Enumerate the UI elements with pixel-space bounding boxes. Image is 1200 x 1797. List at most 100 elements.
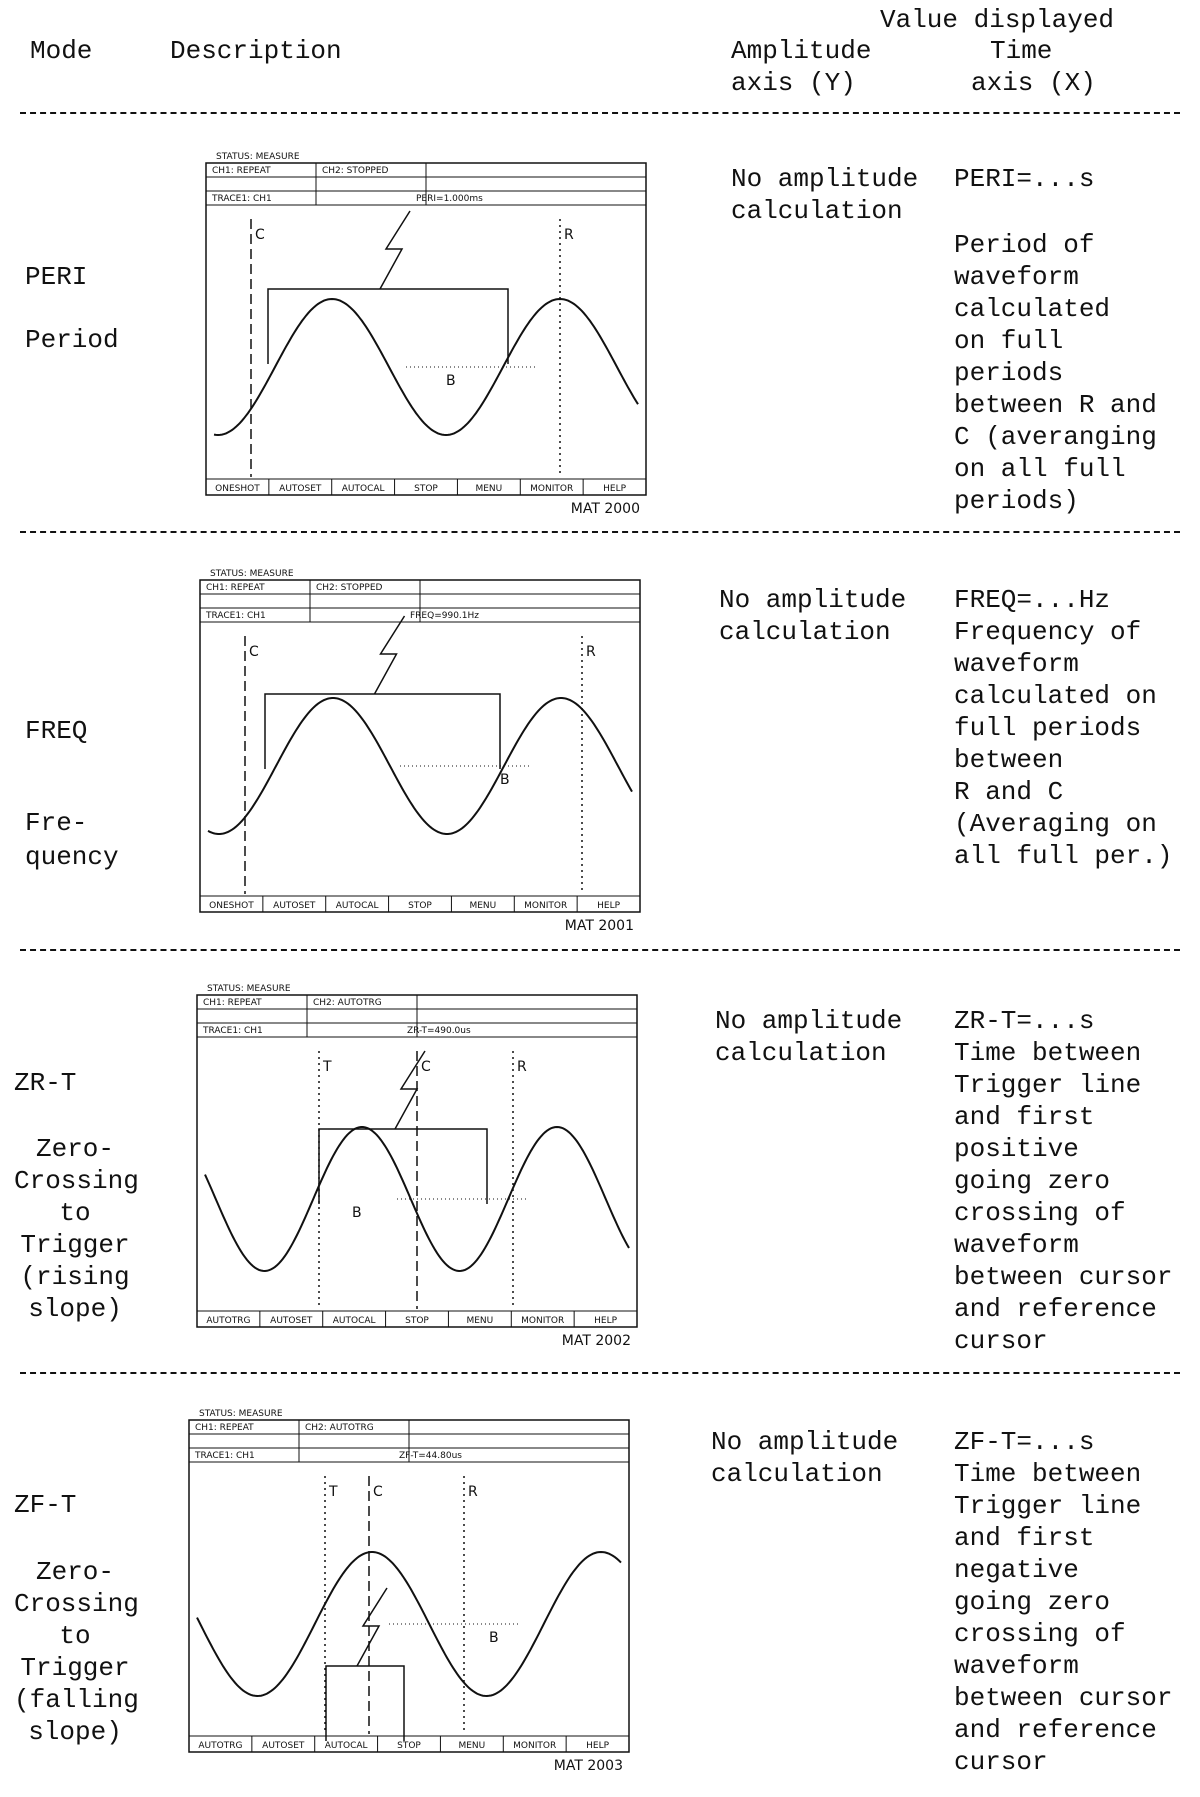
time-text: cursor (954, 1746, 1048, 1778)
mode-text: PERI (25, 261, 87, 293)
status-text: CH1: REPEAT (212, 166, 271, 176)
time-text: periods (954, 357, 1063, 389)
marker-label: B (500, 772, 510, 788)
softkey-label: MONITOR (530, 484, 573, 494)
mode-text: to (14, 1620, 136, 1652)
measure-bracket (326, 1666, 404, 1741)
time-text: Period of (954, 229, 1094, 261)
softkey-label: ONESHOT (209, 901, 254, 911)
screen-id: MAT 2003 (554, 1758, 623, 1774)
status-text: ZF-T=44.80us (399, 1451, 462, 1461)
separator (20, 531, 1180, 533)
status-text: PERI=1.000ms (416, 194, 483, 204)
time-text: PERI=...s (954, 163, 1094, 195)
softkey-label: AUTOCAL (336, 901, 379, 911)
mode-text: (falling (14, 1684, 136, 1716)
time-text: Trigger line (954, 1069, 1141, 1101)
time-text: between cursor (954, 1682, 1172, 1714)
time-text: ZR-T=...s (954, 1005, 1094, 1037)
header-value-displayed: Value displayed (880, 4, 1114, 36)
softkey-label: AUTOTRG (206, 1316, 250, 1326)
time-text: and reference (954, 1293, 1157, 1325)
status-text: CH2: STOPPED (316, 583, 383, 593)
screen-frame (200, 580, 640, 912)
softkey-label: AUTOSET (273, 901, 316, 911)
status-text: CH1: REPEAT (203, 998, 262, 1008)
time-text: Trigger line (954, 1490, 1141, 1522)
mode-text: (rising (14, 1261, 136, 1293)
softkey-label: STOP (414, 484, 438, 494)
time-text: between cursor (954, 1261, 1172, 1293)
status-text: TRACE1: CH1 (205, 611, 266, 621)
time-text: on all full (954, 453, 1126, 485)
mode-text: Crossing (14, 1588, 136, 1620)
screen-frame (206, 163, 646, 495)
mode-text: slope) (14, 1716, 136, 1748)
time-text: between R and (954, 389, 1157, 421)
status-text: TRACE1: CH1 (211, 194, 272, 204)
status-text: CH1: REPEAT (195, 1423, 254, 1433)
header-mode: Mode (30, 35, 92, 67)
softkey-label: MENU (458, 1741, 485, 1751)
amplitude-text: No amplitude (731, 163, 918, 195)
status-text: STATUS: MEASURE (216, 152, 300, 162)
cursor-label: C (255, 227, 265, 243)
softkey-label: HELP (597, 901, 620, 911)
mode-text: Period (25, 324, 119, 356)
separator (20, 1372, 1180, 1374)
softkey-label: STOP (397, 1741, 421, 1751)
softkey-label: HELP (594, 1316, 617, 1326)
marker-label: B (446, 373, 456, 389)
time-text: Time between (954, 1037, 1141, 1069)
time-text: and reference (954, 1714, 1157, 1746)
amplitude-text: No amplitude (719, 584, 906, 616)
time-text: ZF-T=...s (954, 1426, 1094, 1458)
status-text: ZR-T=490.0us (407, 1026, 471, 1036)
header-time: axis (X) (971, 67, 1096, 99)
amplitude-text: No amplitude (715, 1005, 902, 1037)
time-text: negative (954, 1554, 1079, 1586)
screen-id: MAT 2000 (571, 501, 640, 517)
softkey-label: ONESHOT (215, 484, 260, 494)
status-text: STATUS: MEASURE (210, 569, 294, 579)
status-text: STATUS: MEASURE (199, 1409, 283, 1419)
softkey-label: MONITOR (524, 901, 567, 911)
time-text: between (954, 744, 1063, 776)
header-amplitude: axis (Y) (731, 67, 856, 99)
time-text: calculated (954, 293, 1110, 325)
softkey-label: MENU (466, 1316, 493, 1326)
softkey-label: HELP (603, 484, 626, 494)
marker-label: B (489, 1630, 499, 1646)
status-text: TRACE1: CH1 (202, 1026, 263, 1036)
screen-id: MAT 2001 (565, 918, 634, 934)
time-text: cursor (954, 1325, 1048, 1357)
cursor-label: C (373, 1484, 383, 1500)
softkey-label: MONITOR (521, 1316, 564, 1326)
mode-text: Trigger (14, 1229, 136, 1261)
amplitude-text: No amplitude (711, 1426, 898, 1458)
softkey-label: AUTOCAL (342, 484, 385, 494)
cursor-label: T (322, 1059, 332, 1075)
softkey-label: AUTOSET (262, 1741, 305, 1751)
header-amplitude: Amplitude (731, 35, 871, 67)
amplitude-text: calculation (719, 616, 891, 648)
cursor-label: R (517, 1059, 527, 1075)
mode-text: Zero- (14, 1556, 136, 1588)
time-text: C (averanging (954, 421, 1157, 453)
cursor-label: R (468, 1484, 478, 1500)
marker-label: B (352, 1205, 362, 1221)
softkey-label: AUTOCAL (325, 1741, 368, 1751)
separator (20, 112, 1180, 114)
separator (20, 949, 1180, 951)
measure-bracket (265, 694, 500, 769)
status-text: TRACE1: CH1 (194, 1451, 255, 1461)
time-text: going zero (954, 1165, 1110, 1197)
time-text: positive (954, 1133, 1079, 1165)
mode-text: to (14, 1197, 136, 1229)
scope-screen: STATUS: MEASURECH1: REPEATCH2: AUTOTRGTR… (189, 1406, 629, 1778)
status-text: STATUS: MEASURE (207, 984, 291, 994)
time-text: and first (954, 1522, 1094, 1554)
time-text: on full (954, 325, 1063, 357)
